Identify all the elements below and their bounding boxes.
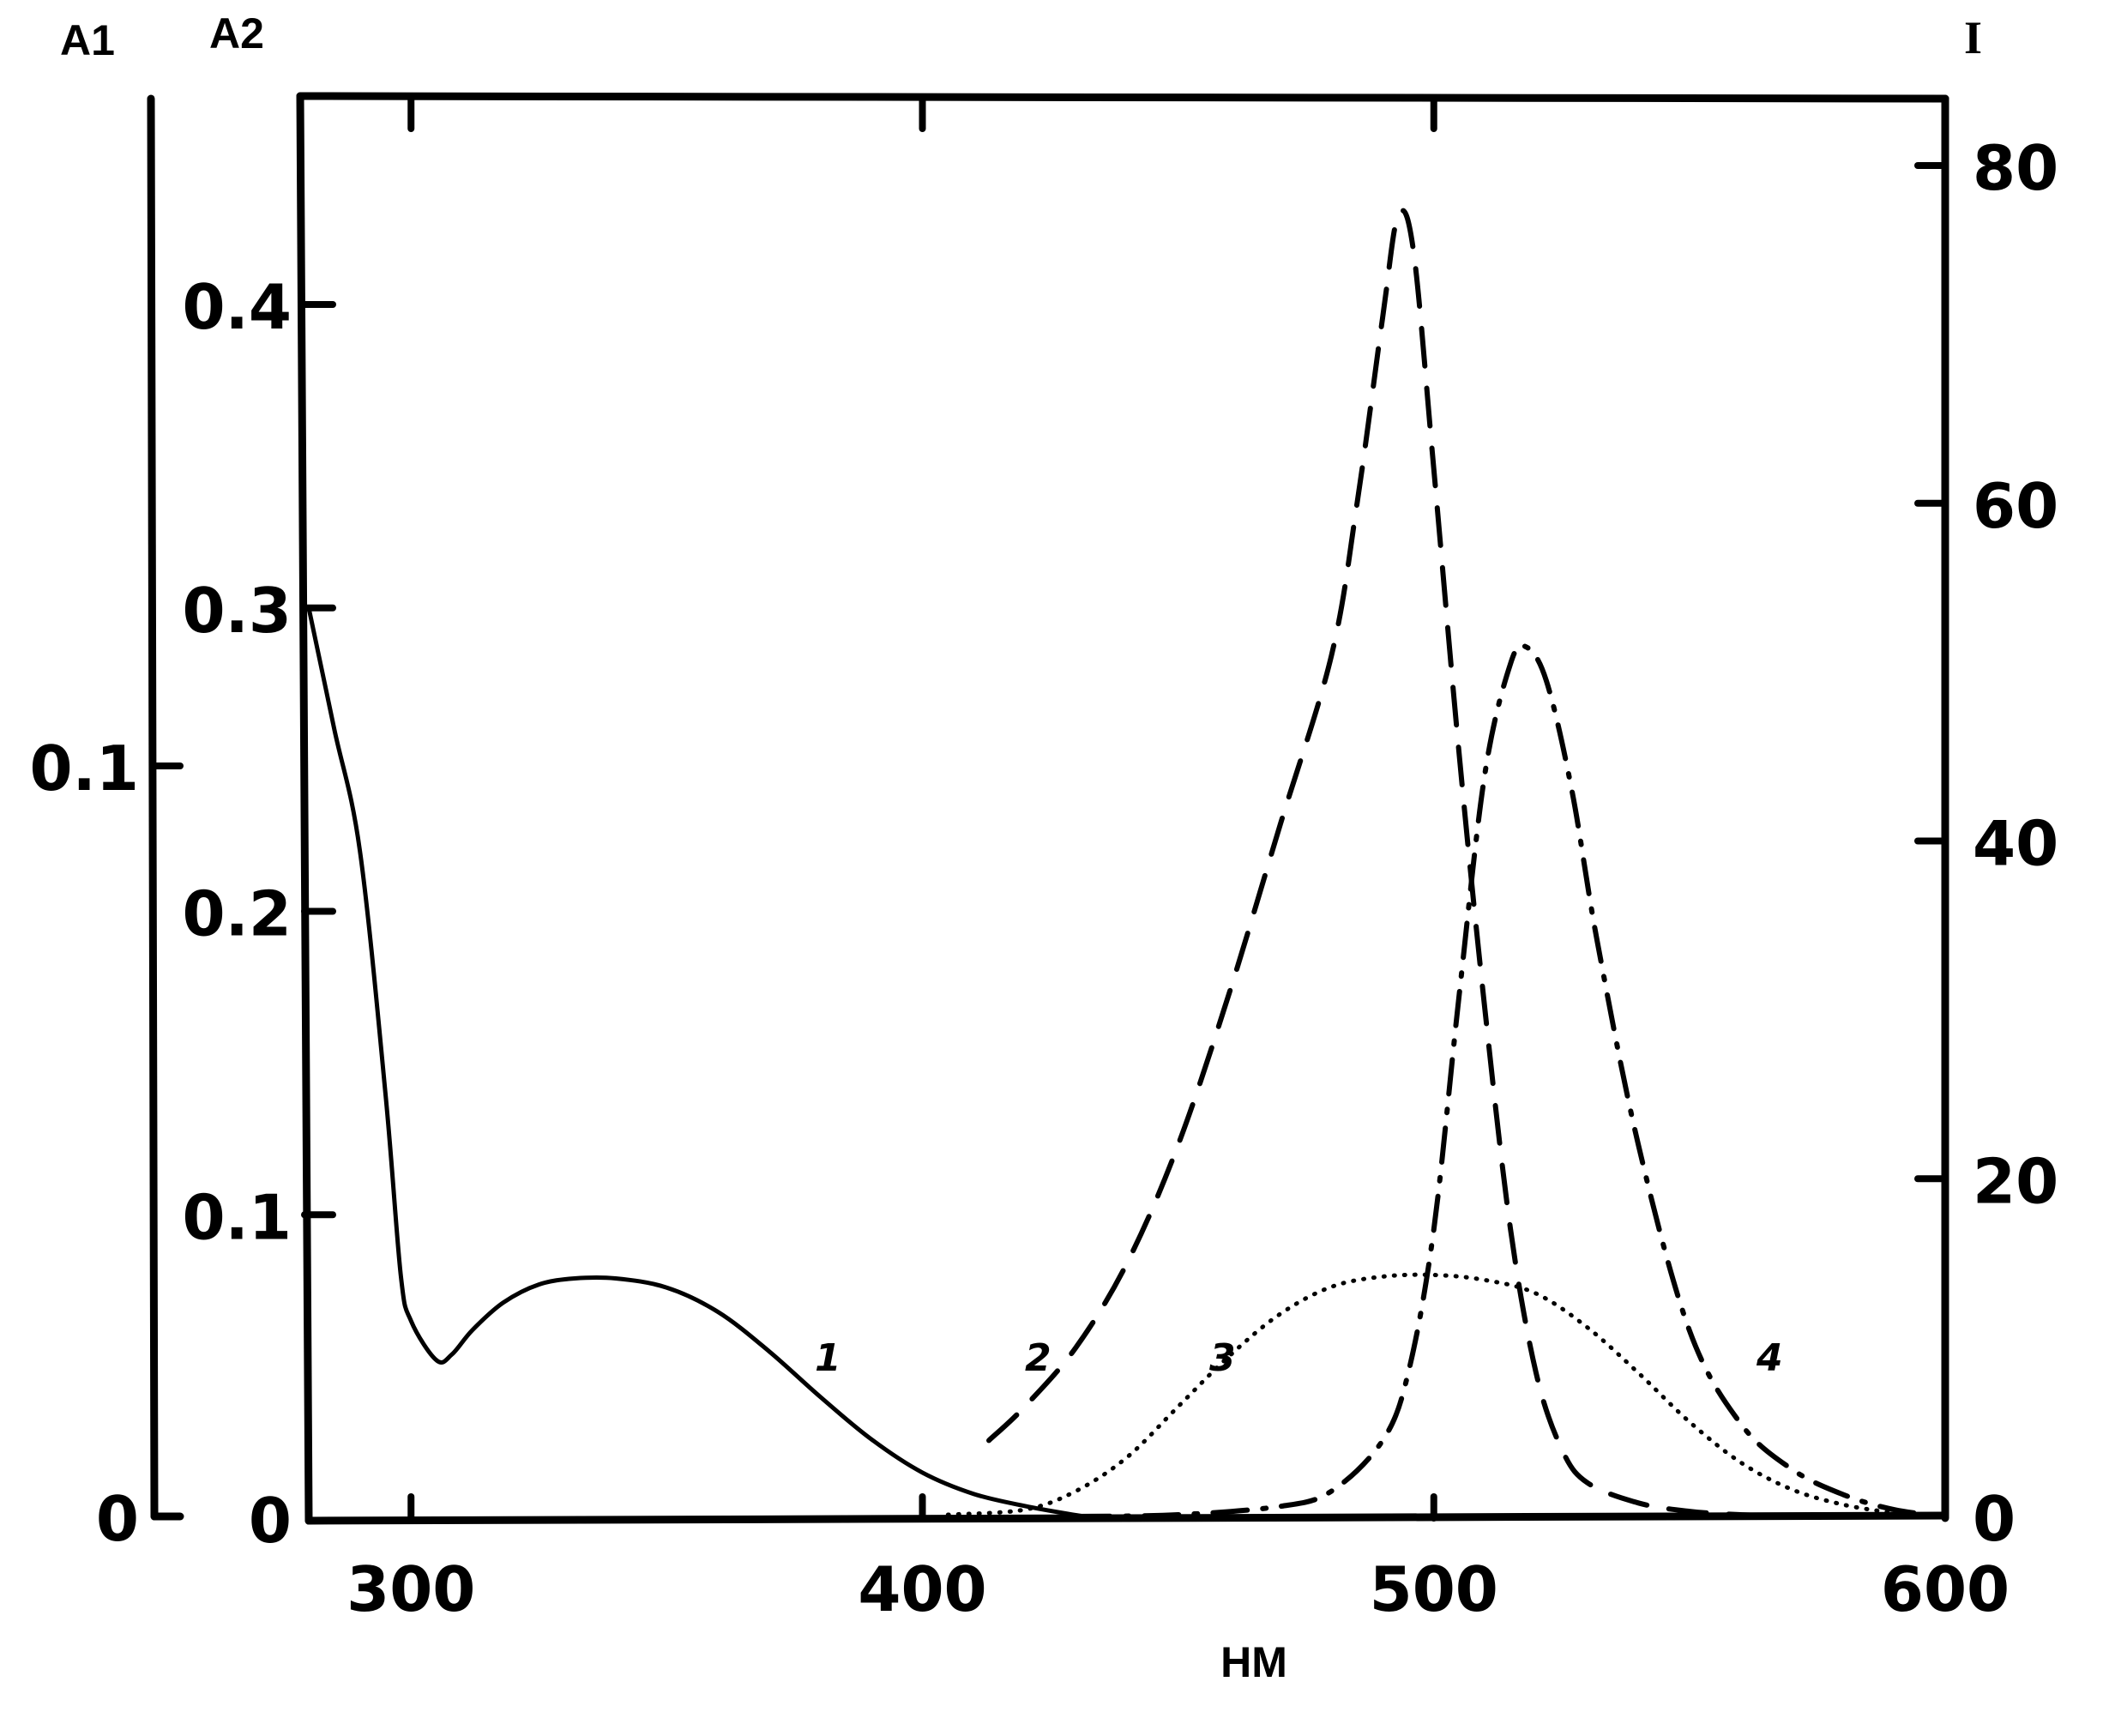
x-tick-label-600: 600 xyxy=(1881,1553,2010,1625)
a2-tick-label-0.4: 0.4 xyxy=(182,271,292,343)
a1-axis-title: A1 xyxy=(60,16,115,64)
series-1-line xyxy=(306,606,1099,1521)
a1-axis-ticks: 00.1 xyxy=(29,732,184,1555)
top-border-line xyxy=(296,92,1949,103)
a2-tick-label-0.1: 0.1 xyxy=(182,1181,292,1253)
x-tick-label-400: 400 xyxy=(858,1553,986,1625)
x-axis-title: HM xyxy=(1220,1638,1287,1686)
a1-axis xyxy=(147,94,184,1521)
curve-label-2: 2 xyxy=(1025,1336,1051,1380)
i-tick-label-40: 40 xyxy=(1973,808,2058,880)
series-2-line xyxy=(986,208,1795,1519)
a1-tick-label-0.1: 0.1 xyxy=(29,732,139,805)
a2-axis-title: A2 xyxy=(209,9,264,57)
a2-axis-line xyxy=(296,92,313,1525)
x-tick-label-300: 300 xyxy=(346,1553,475,1625)
a2-tick-label-0.2: 0.2 xyxy=(182,878,292,950)
series-layer xyxy=(306,208,1948,1521)
a2-axis-ticks: 0 0.1 0.2 0.3 0.4 xyxy=(182,271,336,1557)
i-tick-label-0: 0 xyxy=(1973,1483,2016,1555)
curve-label-1: 1 xyxy=(815,1336,841,1380)
i-axis-title: I xyxy=(1964,12,1982,63)
i-tick-label-20: 20 xyxy=(1973,1145,2058,1217)
curve-label-4: 4 xyxy=(1756,1336,1783,1380)
a2-tick-label-0: 0 xyxy=(249,1485,292,1557)
i-tick-label-60: 60 xyxy=(1973,470,2058,542)
x-tick-label-500: 500 xyxy=(1370,1553,1498,1625)
curve-label-3: 3 xyxy=(1209,1336,1236,1380)
series-3-line xyxy=(945,1272,1922,1519)
series-4-line xyxy=(1073,642,1948,1519)
a1-axis-line xyxy=(147,94,159,1521)
i-axis-ticks: 0 20 40 60 80 xyxy=(1914,132,2058,1555)
plot-frame xyxy=(296,92,1949,1525)
i-tick-label-80: 80 xyxy=(1973,132,2058,204)
a2-tick-label-0.3: 0.3 xyxy=(182,575,292,647)
a1-tick-label-0: 0 xyxy=(96,1483,139,1555)
x-axis-ticks: 300 400 500 600 xyxy=(346,95,2010,1625)
